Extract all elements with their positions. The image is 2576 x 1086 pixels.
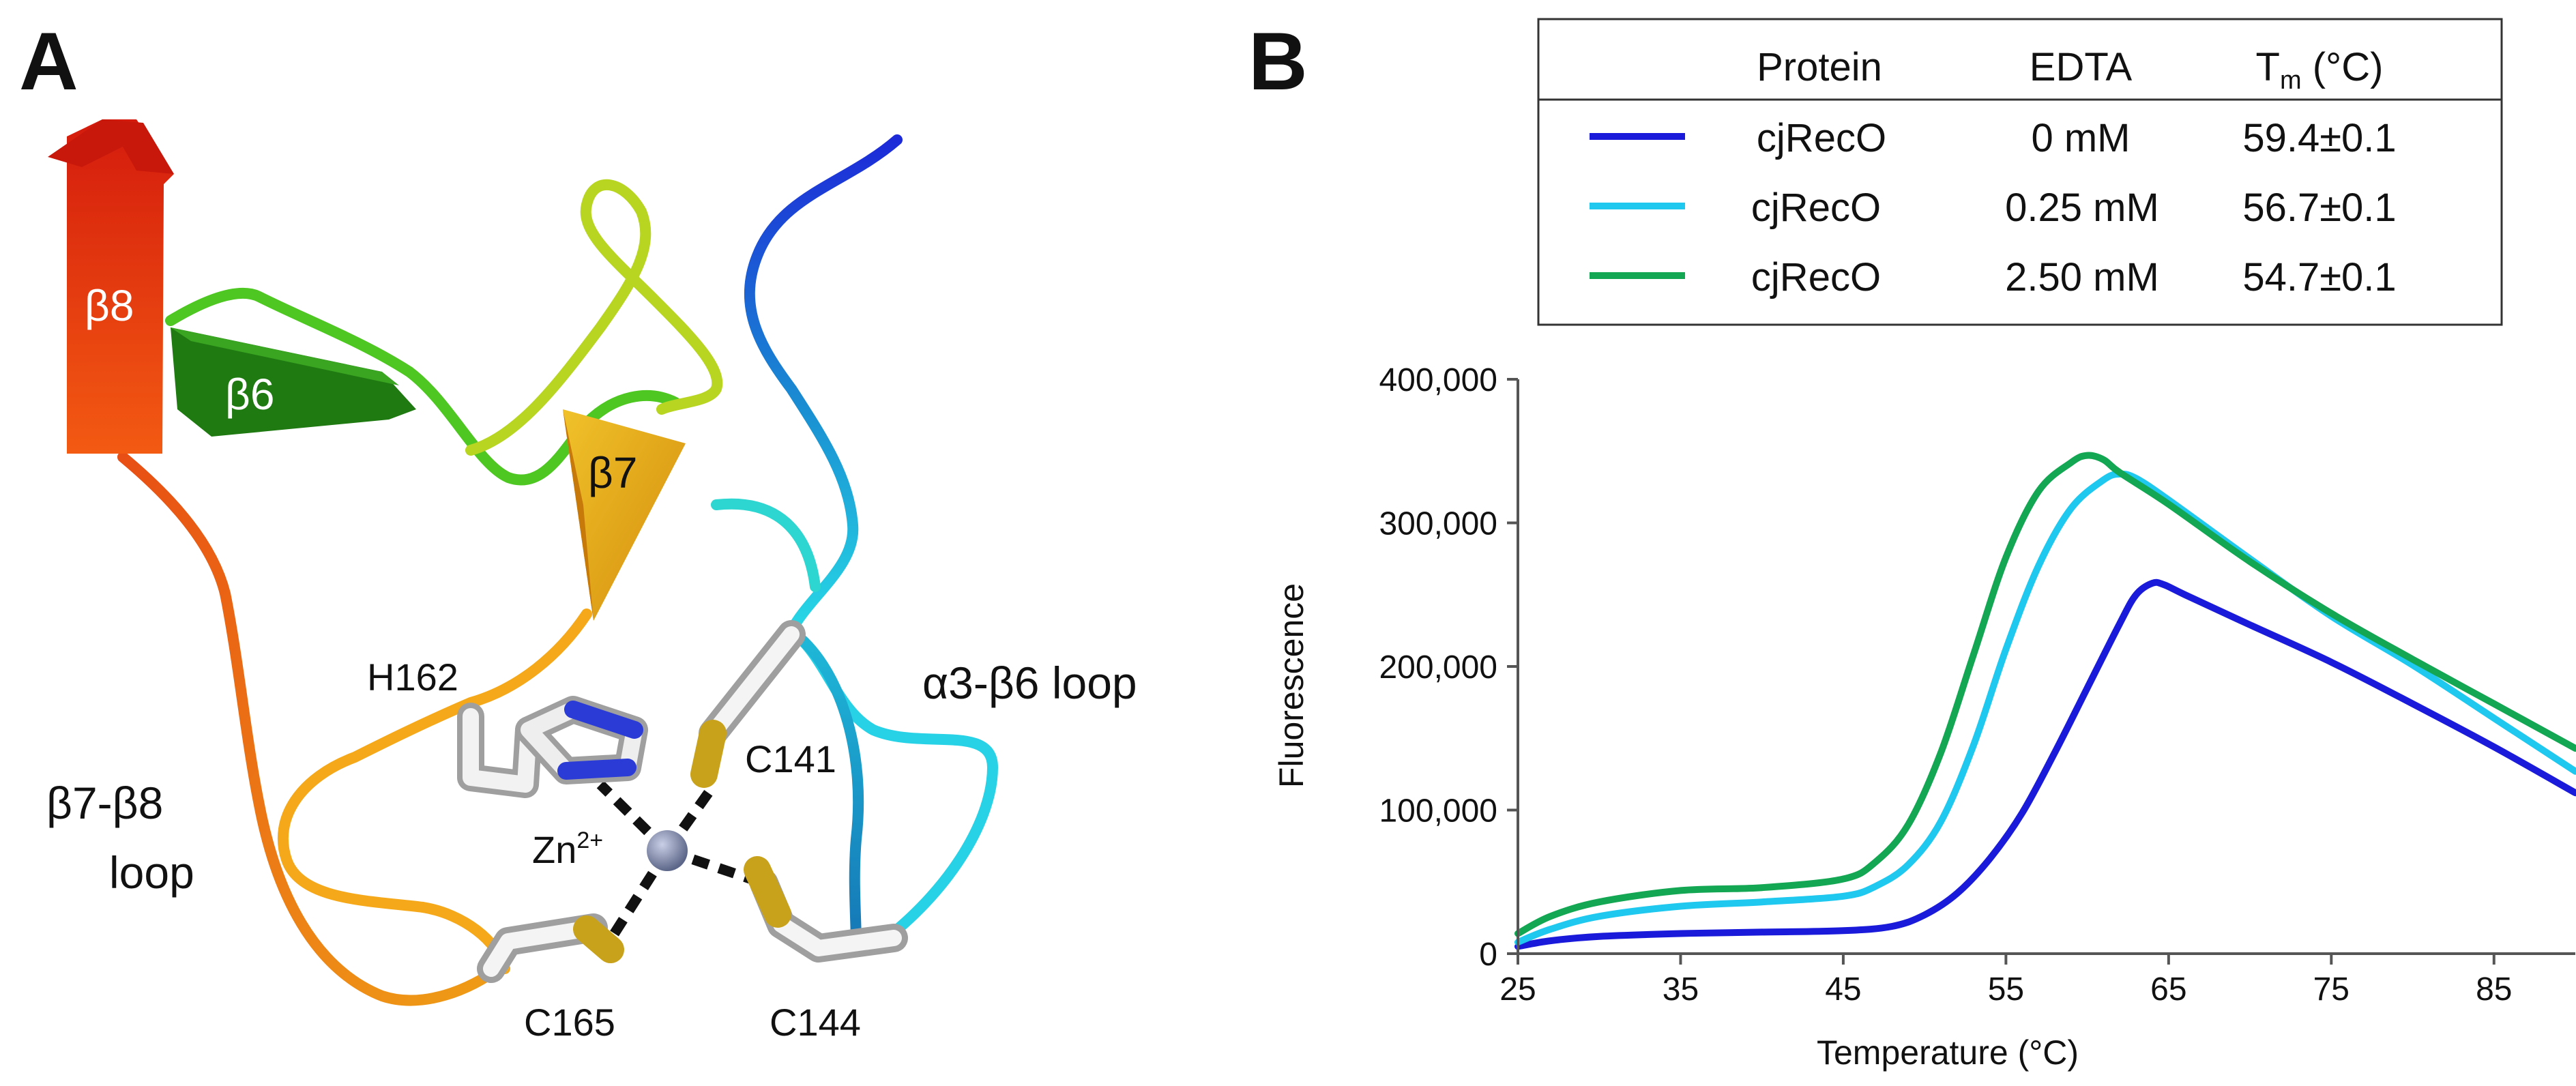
legend-tm-250mm: 54.7±0.1 [2242, 255, 2396, 299]
label-c141: C141 [745, 737, 836, 780]
x-tick-label: 45 [1825, 971, 1861, 1008]
backbone-yellow-green-loop [465, 179, 723, 456]
y-tick-label: 200,000 [1379, 649, 1497, 686]
beta6-strand [171, 327, 416, 437]
y-axis-ticks: 0 100,000 200,000 300,000 400,000 [1379, 362, 1518, 973]
label-beta8: β8 [85, 281, 134, 330]
beta6-strand-edge [171, 327, 399, 385]
legend-table: Protein EDTA Tm (°C) cjRecO 0 mM 59.4±0.… [1537, 18, 2503, 326]
label-c144: C144 [770, 1001, 861, 1044]
beta8-arrow-head [48, 119, 174, 174]
label-b7-b8-loop-line2: loop [109, 847, 194, 898]
label-b7-b8-loop-line1: β7-β8 [46, 778, 163, 828]
y-tick-label: 0 [1479, 937, 1497, 973]
x-axis-title: Temperature (°C) [1817, 1033, 2079, 1072]
x-tick-label: 25 [1499, 971, 1536, 1008]
backbone-cyan-link [711, 498, 821, 592]
legend-frame [1537, 18, 2503, 326]
beta7-strand-shadow [563, 409, 594, 621]
legend-protein-250mm: cjRecO [1751, 255, 1881, 299]
label-c165: C165 [524, 1001, 615, 1044]
legend-tm-0mm: 59.4±0.1 [2242, 116, 2396, 160]
x-tick-label: 85 [2476, 971, 2512, 1008]
series-line-0mm-edta [1514, 578, 2576, 950]
cys165-side-chain [477, 913, 624, 983]
coordination-bond-c165 [602, 847, 672, 948]
legend-edta-025mm: 0.25 mM [2005, 186, 2159, 230]
label-a3-b6-loop: α3-β6 loop [922, 658, 1137, 708]
label-h162: H162 [367, 656, 458, 699]
x-tick-label: 75 [2313, 971, 2350, 1008]
plot-lines [1514, 452, 2576, 950]
y-axis-title: Fluorescence [1272, 583, 1311, 788]
label-zinc: Zn2+ [532, 827, 603, 871]
label-beta7: β7 [588, 448, 637, 497]
cys144-side-chain [744, 856, 908, 963]
panel-b-letter: B [1248, 16, 1308, 107]
thermal-melt-panel: Protein EDTA Tm (°C) cjRecO 0 mM 59.4±0.… [1272, 18, 2576, 1072]
backbone-n-terminal-coil [744, 134, 903, 636]
beta7-strand [563, 409, 686, 621]
legend-protein-025mm: cjRecO [1751, 186, 1881, 230]
x-tick-label: 55 [1988, 971, 2024, 1008]
his162-side-chain [457, 696, 648, 798]
x-axis-ticks: 25 35 45 55 65 75 85 [1499, 954, 2512, 1008]
cys141-side-chain [690, 620, 806, 788]
x-tick-label: 65 [2150, 971, 2186, 1008]
y-tick-label: 400,000 [1379, 362, 1497, 398]
panel-a-letter: A [19, 16, 78, 107]
legend-tm-025mm: 56.7±0.1 [2242, 186, 2396, 230]
y-tick-label: 300,000 [1379, 506, 1497, 542]
protein-structure-panel: β8 β6 β7 H162 C141 C165 C144 Zn2+ α3-β6 … [46, 119, 1137, 1044]
legend-header-edta: EDTA [2030, 45, 2133, 89]
legend-protein-0mm: cjRecO [1757, 116, 1886, 160]
legend-header-tm: Tm (°C) [2256, 45, 2384, 95]
label-beta6: β6 [225, 370, 274, 419]
x-tick-label: 35 [1663, 971, 1699, 1008]
series-line-250mm-edta [1514, 452, 2576, 937]
melt-curve-chart: 0 100,000 200,000 300,000 400,000 25 35 45 55 65… [1272, 362, 2576, 1072]
legend-header-protein: Protein [1757, 45, 1882, 89]
beta8-strand [67, 119, 174, 454]
legend-edta-0mm: 0 mM [2032, 116, 2131, 160]
backbone-c144-segment [786, 626, 864, 950]
legend-edta-250mm: 2.50 mM [2005, 255, 2159, 299]
backbone-b7-b8-loop-inner [278, 608, 592, 974]
backbone-b7-b8-loop-outer [117, 452, 503, 1006]
y-tick-label: 100,000 [1379, 793, 1497, 830]
zinc-ion [647, 830, 688, 871]
